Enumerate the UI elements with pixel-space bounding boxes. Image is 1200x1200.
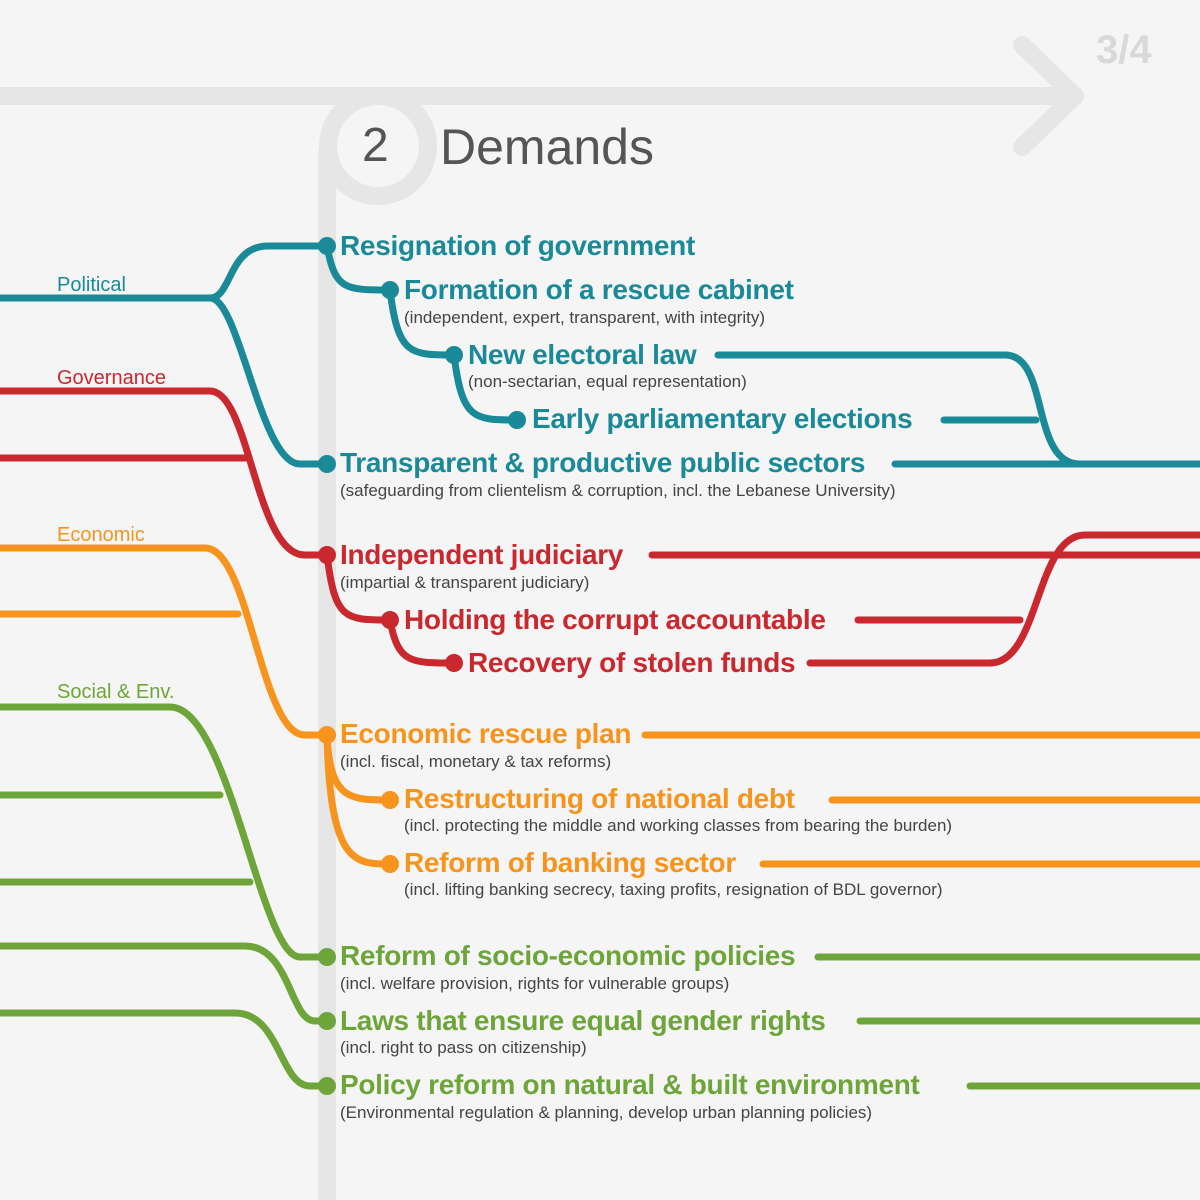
station-dot: [318, 546, 336, 564]
category-label-governance: Governance: [57, 367, 166, 389]
station-dot: [318, 237, 336, 255]
category-label-economic: Economic: [57, 524, 145, 546]
demand-subtitle: (incl. lifting banking secrecy, taxing p…: [404, 880, 943, 899]
demand-subtitle: (non-sectarian, equal representation): [468, 372, 747, 391]
demand-title: Transparent & productive public sectors: [340, 446, 872, 480]
demand-subtitle: (safeguarding from clientelism & corrupt…: [340, 481, 896, 500]
demand-title: Laws that ensure equal gender rights: [340, 1004, 832, 1038]
section-number: 2: [362, 119, 389, 172]
station-dot: [318, 1077, 336, 1095]
demand-title: Reform of socio-economic policies: [340, 939, 802, 973]
station-dot: [381, 281, 399, 299]
section-circle: [319, 87, 437, 205]
demand-subtitle: (independent, expert, transparent, with …: [404, 308, 765, 327]
demand-title: Economic rescue plan: [340, 717, 638, 751]
station-dots: [318, 237, 526, 1095]
governance-lines: [0, 387, 1200, 667]
category-label-political: Political: [57, 274, 126, 296]
page-number: 3/4: [1096, 28, 1152, 72]
political-lines: [0, 242, 1200, 468]
demand-title: Resignation of government: [340, 229, 701, 263]
demand-title: New electoral law: [468, 338, 703, 372]
station-dot: [318, 1012, 336, 1030]
demand-title: Reform of banking sector: [404, 846, 742, 880]
demand-title: Holding the corrupt accountable: [404, 603, 832, 637]
category-label-social-env: Social & Env.: [57, 681, 175, 703]
demand-title: Independent judiciary: [340, 538, 630, 572]
station-dot: [381, 855, 399, 873]
station-dot: [381, 611, 399, 629]
social-lines: [0, 703, 1200, 1090]
demand-title: Policy reform on natural & built environ…: [340, 1068, 926, 1102]
timeline-track: [0, 36, 1084, 1200]
demand-subtitle: (incl. fiscal, monetary & tax reforms): [340, 752, 612, 771]
station-dot: [445, 346, 463, 364]
demand-subtitle: (impartial & transparent judiciary): [340, 573, 590, 592]
station-dot: [445, 654, 463, 672]
demand-title: Restructuring of national debt: [404, 782, 801, 816]
station-dot: [318, 726, 336, 744]
demand-subtitle: (Environmental regulation & planning, de…: [340, 1103, 873, 1122]
station-dot: [508, 411, 526, 429]
demand-subtitle: (incl. protecting the middle and working…: [404, 816, 953, 835]
demand-subtitle: (incl. welfare provision, rights for vul…: [340, 974, 730, 993]
demand-title: Formation of a rescue cabinet: [404, 273, 800, 307]
economic-lines: [0, 544, 1200, 868]
station-dot: [318, 455, 336, 473]
demand-title: Recovery of stolen funds: [468, 646, 802, 680]
station-dot: [381, 791, 399, 809]
demand-title: Early parliamentary elections: [532, 402, 919, 436]
demand-subtitle: (incl. right to pass on citizenship): [340, 1038, 587, 1057]
station-dot: [318, 948, 336, 966]
timeline-arrow-head: [1013, 36, 1084, 156]
section-title: Demands: [440, 119, 654, 175]
